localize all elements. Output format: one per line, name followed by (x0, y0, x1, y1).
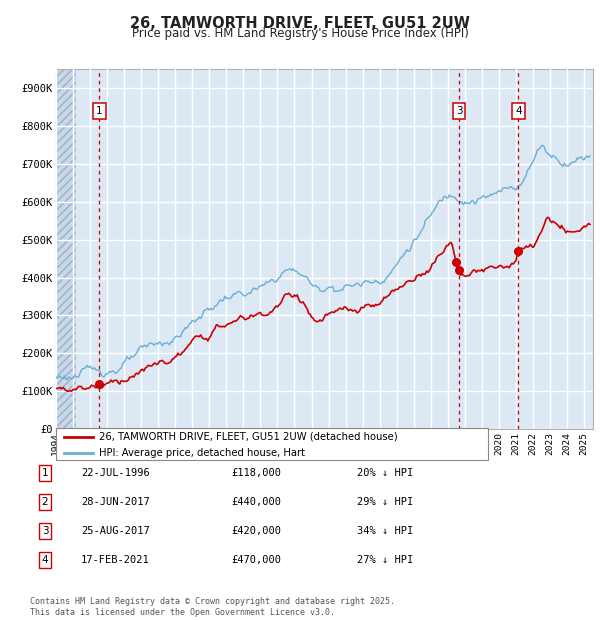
Text: 26, TAMWORTH DRIVE, FLEET, GU51 2UW (detached house): 26, TAMWORTH DRIVE, FLEET, GU51 2UW (det… (99, 432, 398, 442)
Text: 22-JUL-1996: 22-JUL-1996 (81, 468, 150, 478)
Text: 3: 3 (41, 526, 49, 536)
Text: 28-JUN-2017: 28-JUN-2017 (81, 497, 150, 507)
Text: 4: 4 (515, 106, 521, 116)
Text: 25-AUG-2017: 25-AUG-2017 (81, 526, 150, 536)
Text: 26, TAMWORTH DRIVE, FLEET, GU51 2UW: 26, TAMWORTH DRIVE, FLEET, GU51 2UW (130, 16, 470, 30)
Text: Price paid vs. HM Land Registry's House Price Index (HPI): Price paid vs. HM Land Registry's House … (131, 27, 469, 40)
Text: 27% ↓ HPI: 27% ↓ HPI (357, 555, 413, 565)
Text: 17-FEB-2021: 17-FEB-2021 (81, 555, 150, 565)
Text: 2: 2 (41, 497, 49, 507)
Text: £118,000: £118,000 (231, 468, 281, 478)
Text: Contains HM Land Registry data © Crown copyright and database right 2025.
This d: Contains HM Land Registry data © Crown c… (30, 598, 395, 617)
Text: 20% ↓ HPI: 20% ↓ HPI (357, 468, 413, 478)
Text: 4: 4 (41, 555, 49, 565)
Text: 34% ↓ HPI: 34% ↓ HPI (357, 526, 413, 536)
Text: £440,000: £440,000 (231, 497, 281, 507)
Text: 3: 3 (455, 106, 462, 116)
Text: 29% ↓ HPI: 29% ↓ HPI (357, 497, 413, 507)
Text: HPI: Average price, detached house, Hart: HPI: Average price, detached house, Hart (99, 448, 305, 458)
Text: 1: 1 (41, 468, 49, 478)
Text: £470,000: £470,000 (231, 555, 281, 565)
Text: £420,000: £420,000 (231, 526, 281, 536)
Text: 1: 1 (96, 106, 103, 116)
